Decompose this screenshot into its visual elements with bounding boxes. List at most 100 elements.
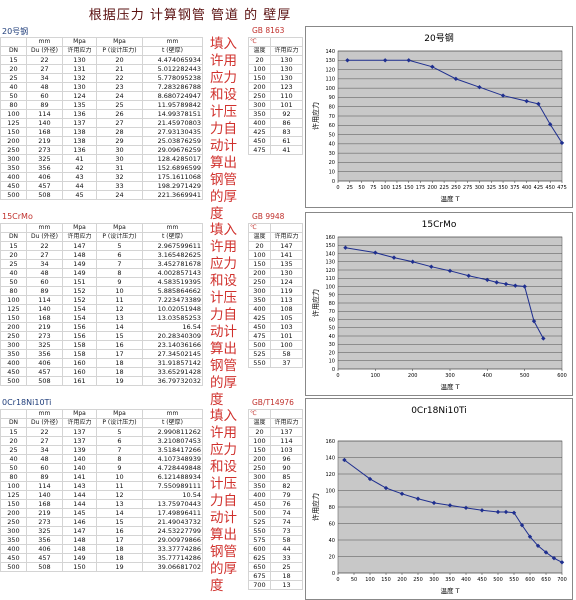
table-cell: 221.3669941 [142, 190, 203, 200]
header-cell: 许用应力 [62, 418, 97, 428]
table-cell: 11 [96, 481, 143, 491]
header-cell: Du (外径) [26, 46, 63, 56]
table-cell: 140 [26, 118, 63, 128]
table-cell: 145 [62, 508, 97, 518]
unit-cell: mm [142, 37, 203, 47]
table-cell: 42 [62, 163, 97, 173]
table-cell: 356 [26, 349, 63, 359]
table-cell: 5 [96, 427, 143, 437]
table-row: 20 137 [248, 427, 303, 437]
y-tick-label: 40 [329, 142, 335, 148]
table-cell: 144 [62, 499, 97, 509]
unit-cell [270, 37, 303, 47]
table-cell: 27 [26, 250, 63, 260]
table-cell: 151 [62, 277, 97, 287]
table-cell: 168 [26, 127, 63, 137]
table-row: 150 168 154 13 13.03585253 [0, 313, 203, 323]
table-cell: 137 [62, 427, 97, 437]
table-cell: 123 [270, 82, 303, 92]
table-cell: 28 [96, 127, 143, 137]
table-row: 250 273 156 15 20.28340309 [0, 331, 203, 341]
table-row: 200 219 138 29 25.03876259 [0, 136, 203, 146]
data-point [447, 268, 453, 274]
table-cell: 137 [62, 118, 97, 128]
y-axis-label: 许用应力 [311, 493, 320, 521]
table-cell: 135 [62, 100, 97, 110]
table-cell: 350 [248, 295, 271, 305]
table-cell: 3.210807453 [142, 436, 203, 446]
table-row: 40 48 149 8 4.002857143 [0, 268, 203, 278]
table-row: 400 108 [248, 304, 303, 314]
table-cell: 16 [96, 526, 143, 536]
table-cell: 508 [26, 562, 63, 572]
header-cell: Du (外径) [26, 232, 63, 242]
unit-row: mm Mpa Mpa mm [0, 37, 203, 47]
table-cell: 200 [0, 136, 27, 146]
x-tick-label: 450 [545, 185, 555, 191]
data-point [531, 318, 537, 324]
table-cell: 3.452781678 [142, 259, 203, 269]
table-cell: 10 [96, 286, 143, 296]
table-cell: 250 [248, 463, 271, 473]
unit-cell: Mpa [62, 409, 97, 419]
table-cell: 135 [270, 259, 303, 269]
table-row: 400 406 43 32 175.1611068 [0, 172, 203, 182]
table-cell: 35.77714286 [142, 553, 203, 563]
table-cell: 400 [248, 490, 271, 500]
y-tick-label: 90 [329, 293, 335, 299]
table-cell: 137 [270, 427, 303, 437]
table-row: 600 44 [248, 544, 303, 554]
table-cell: 20 [248, 427, 271, 437]
unit-cell: mm [26, 37, 63, 47]
y-axis-label: 许用应力 [311, 102, 320, 130]
table-cell: 300 [0, 526, 27, 536]
data-point [342, 457, 347, 463]
table-row: 80 89 152 10 5.885864662 [0, 286, 203, 296]
table-cell: 350 [0, 349, 27, 359]
y-tick-label: 120 [325, 268, 335, 274]
unit-cell [0, 223, 27, 233]
table-cell: 138 [62, 127, 97, 137]
table-cell: 100 [270, 340, 303, 350]
y-tick-label: 110 [325, 276, 335, 282]
y-tick-label: 70 [329, 309, 335, 315]
instruction-note: 填入许用应力和设计压力自动计算出钢管的厚度 [210, 36, 237, 222]
header-cell: 许用应力 [62, 46, 97, 56]
y-tick-label: 10 [329, 359, 335, 365]
table-cell: 18 [96, 544, 143, 554]
header-cell: DN [0, 418, 27, 428]
table-cell: 525 [248, 349, 271, 359]
header-cell: P (设计压力) [96, 232, 143, 242]
table-cell: 34 [26, 259, 63, 269]
table-cell: 273 [26, 517, 63, 527]
table-cell: 15 [96, 331, 143, 341]
header-cell: 温度 [248, 418, 271, 428]
table-row: 425 105 [248, 313, 303, 323]
table-cell: 4.002857143 [142, 268, 203, 278]
table-cell: 9 [96, 463, 143, 473]
table-cell: 356 [26, 163, 63, 173]
x-tick-label: 25 [347, 185, 353, 191]
wall-thickness-table: mm Mpa Mpa mm DN Du (外径) 许用应力 P (设计压力) t (壁厚) 15 2… [0, 409, 203, 572]
table-row: 650 25 [248, 562, 303, 572]
table-cell: 21.45970803 [142, 118, 203, 128]
table-row: 500 74 [248, 508, 303, 518]
unit-row: mm Mpa Mpa mm [0, 409, 203, 419]
table-cell: 147 [270, 241, 303, 251]
data-point [495, 509, 501, 515]
table-cell: 61 [270, 136, 303, 146]
table-cell: 40 [0, 454, 27, 464]
x-tick-label: 700 [557, 577, 567, 583]
data-point [453, 76, 459, 82]
table-cell: 60 [26, 277, 63, 287]
table-cell: 3.165482625 [142, 250, 203, 260]
y-tick-label: 60 [329, 317, 335, 323]
table-cell: 300 [248, 286, 271, 296]
y-tick-label: 0 [332, 179, 335, 185]
standard-label: GB 9948 [252, 212, 285, 221]
table-cell: 100 [0, 295, 27, 305]
header-cell: 许用应力 [62, 232, 97, 242]
y-tick-label: 0 [332, 571, 335, 577]
x-tick-label: 600 [557, 373, 567, 379]
table-cell: 400 [248, 304, 271, 314]
